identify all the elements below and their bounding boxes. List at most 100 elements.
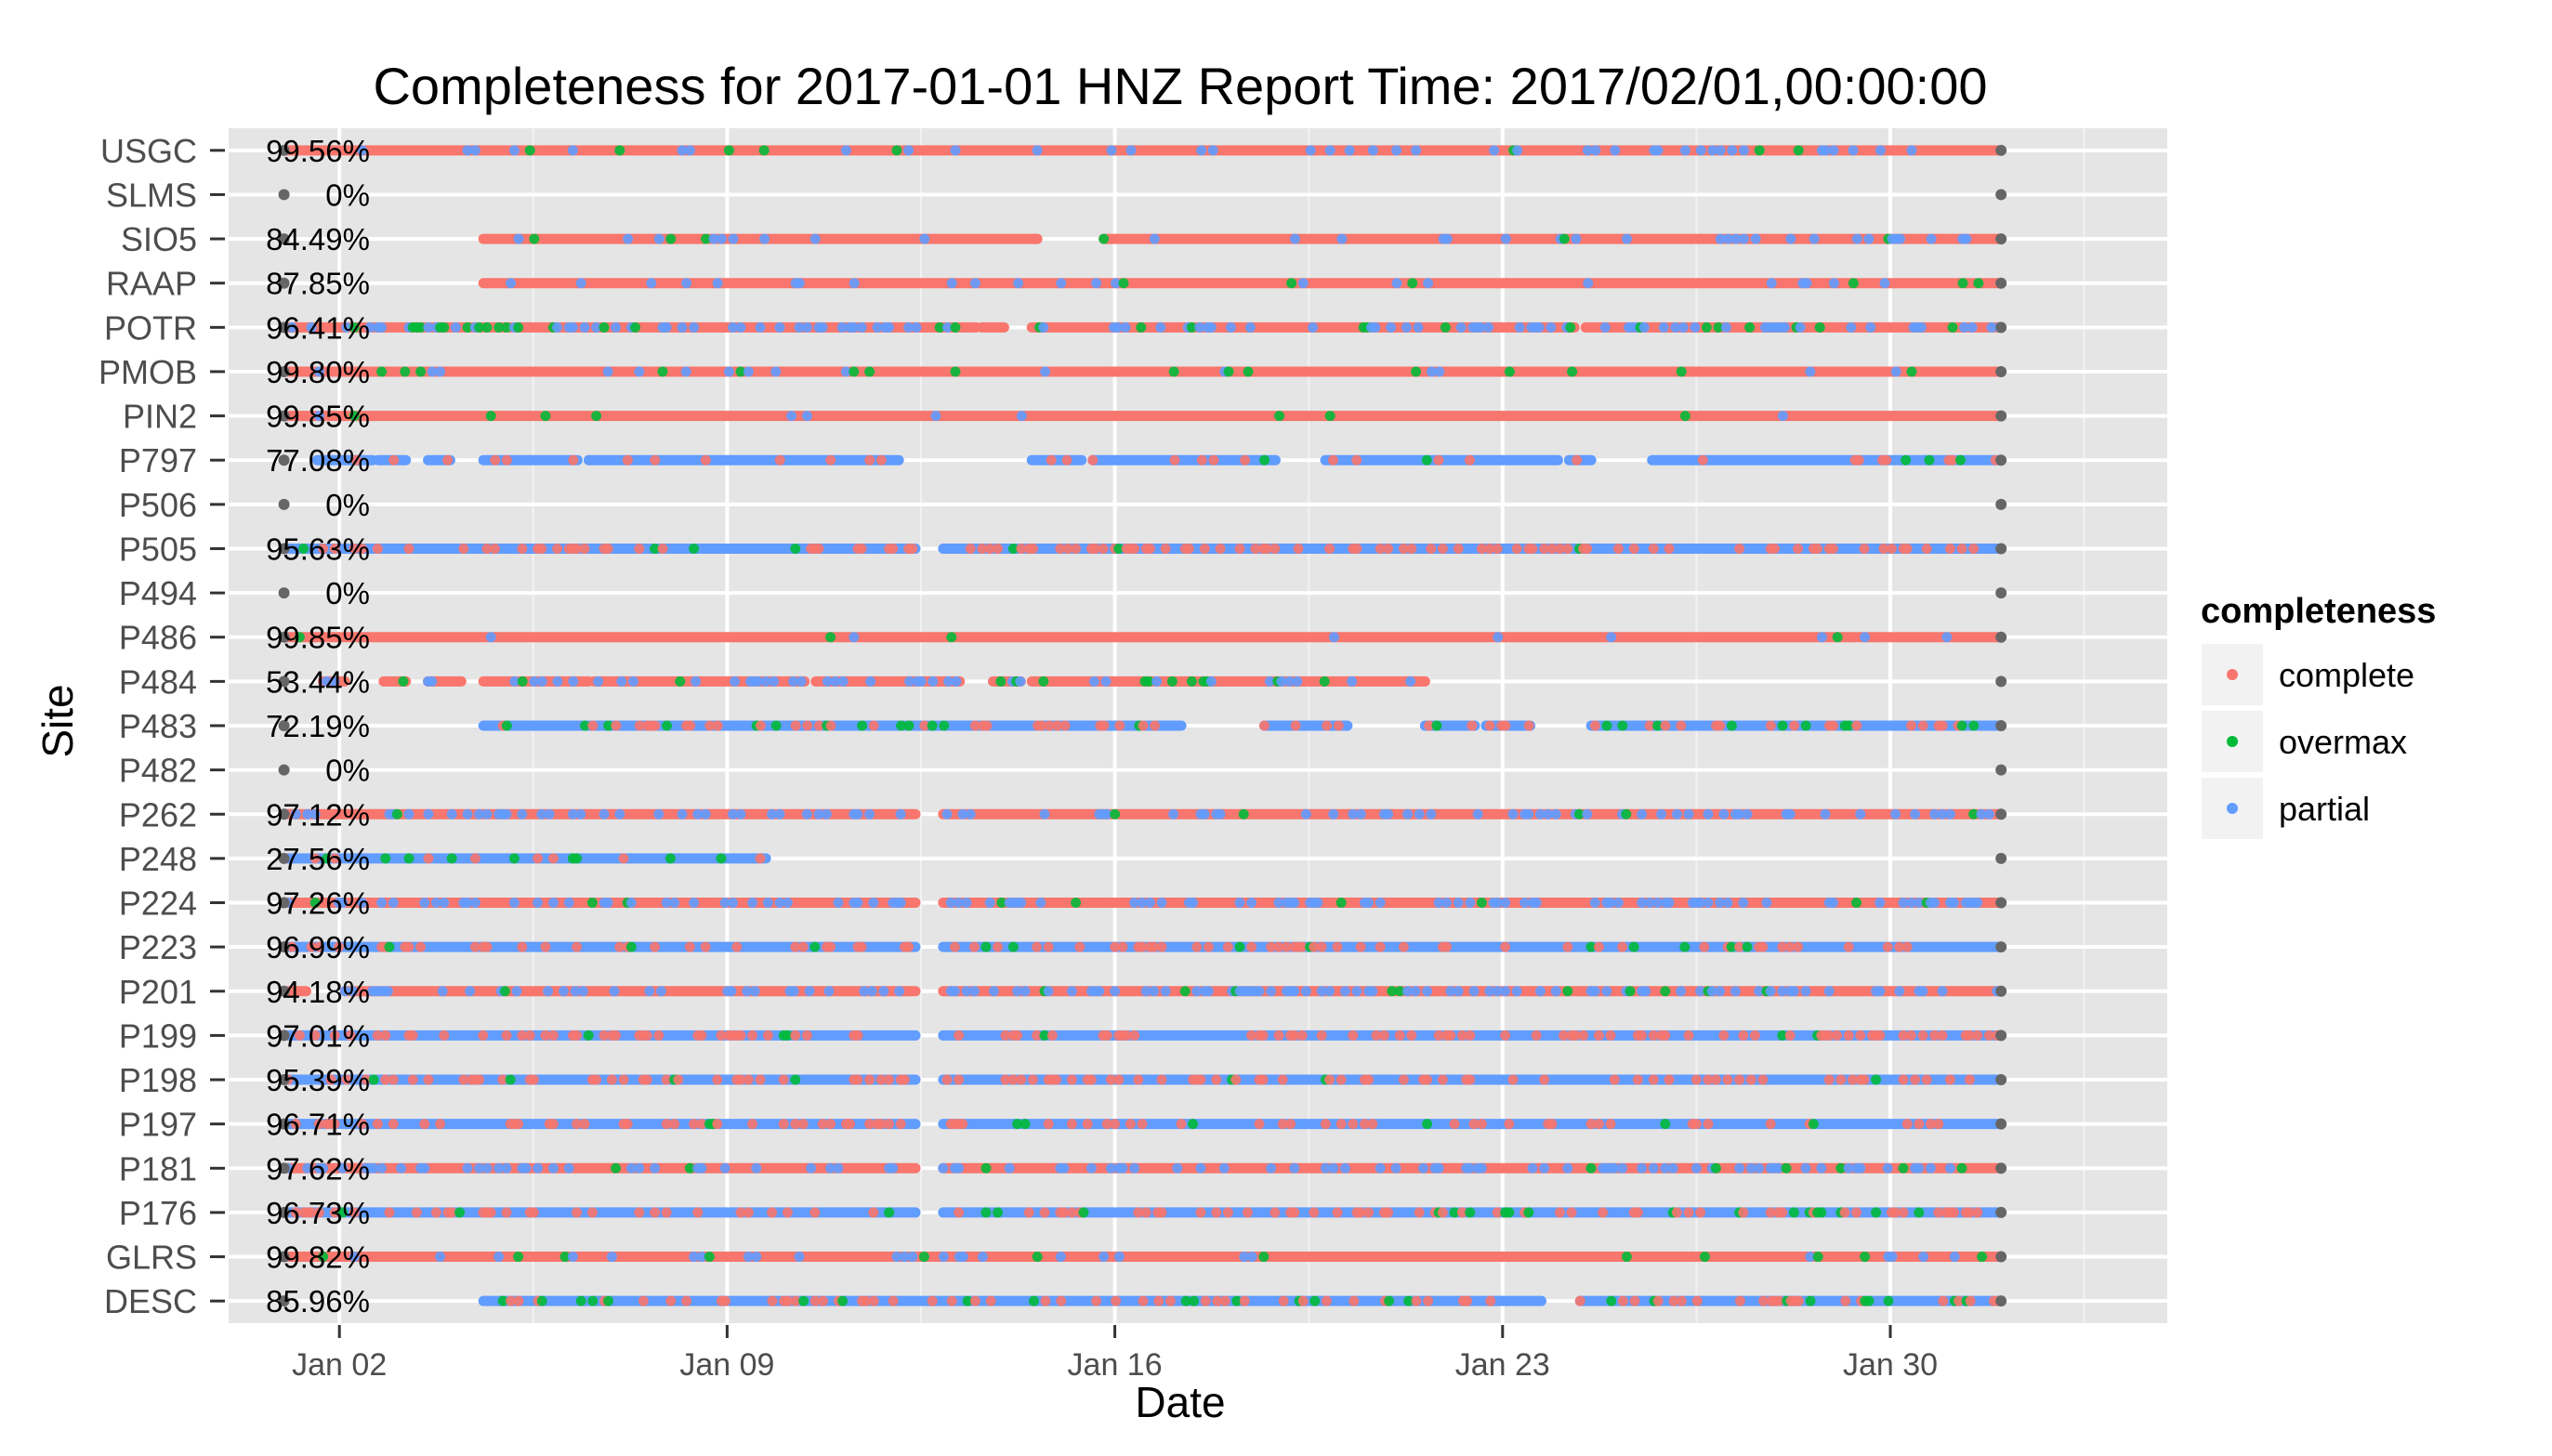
data-point xyxy=(1718,808,1730,820)
data-point xyxy=(813,543,824,554)
data-point xyxy=(1052,720,1063,731)
data-point xyxy=(1259,720,1269,731)
data-point xyxy=(884,321,895,333)
data-point xyxy=(801,321,812,333)
data-point xyxy=(954,1030,965,1041)
data-point xyxy=(778,1074,789,1085)
data-point xyxy=(1816,1207,1827,1218)
data-point xyxy=(1336,233,1348,244)
data-point xyxy=(1375,898,1386,909)
data-point xyxy=(728,808,739,820)
data-point xyxy=(611,1030,622,1041)
data-point xyxy=(1539,1162,1550,1174)
data-point xyxy=(1484,986,1495,997)
data-point xyxy=(1363,1207,1375,1218)
data-point xyxy=(946,632,957,643)
data-point xyxy=(462,321,473,333)
data-point xyxy=(1765,986,1776,997)
data-point xyxy=(1843,1030,1854,1041)
data-point xyxy=(856,321,867,333)
data-point xyxy=(1638,321,1650,333)
endpoint-marker xyxy=(278,189,290,201)
y-tick-label: SIO5 xyxy=(121,220,197,258)
data-point xyxy=(1640,986,1651,997)
data-point xyxy=(864,366,875,377)
data-point xyxy=(1878,543,1889,554)
data-point xyxy=(852,898,863,909)
data-point xyxy=(1944,543,1955,554)
data-point xyxy=(965,543,976,554)
data-point xyxy=(586,1207,598,1218)
data-point xyxy=(450,321,461,333)
data-point xyxy=(446,853,457,864)
data-point xyxy=(661,321,672,333)
site-percent-label: 96.99% xyxy=(266,930,370,964)
data-point xyxy=(1403,1295,1414,1306)
data-point xyxy=(481,543,493,554)
data-point xyxy=(329,1030,340,1041)
data-point xyxy=(1283,676,1295,687)
data-point xyxy=(1383,808,1394,820)
data-point xyxy=(1585,1162,1597,1174)
data-point xyxy=(1879,278,1890,289)
data-point xyxy=(968,986,980,997)
data-point xyxy=(1637,808,1648,820)
data-point xyxy=(1137,941,1148,952)
endpoint-marker xyxy=(1995,808,2007,820)
data-point xyxy=(1484,720,1495,731)
data-point xyxy=(1676,366,1687,377)
data-point xyxy=(1816,632,1827,643)
data-point xyxy=(1085,1074,1097,1085)
data-point xyxy=(618,853,629,864)
data-point xyxy=(1859,543,1870,554)
data-point xyxy=(680,366,691,377)
data-point xyxy=(1125,145,1137,156)
data-point xyxy=(1840,1295,1851,1306)
data-point xyxy=(1703,1074,1714,1085)
data-point xyxy=(731,941,743,952)
data-point xyxy=(742,986,753,997)
data-point xyxy=(735,808,746,820)
data-point xyxy=(1348,1030,1359,1041)
data-point xyxy=(1410,986,1421,997)
data-point xyxy=(1632,1207,1643,1218)
data-point xyxy=(1043,986,1054,997)
data-point xyxy=(313,941,324,952)
data-point xyxy=(1754,145,1765,156)
data-point xyxy=(1929,898,1940,909)
data-point xyxy=(743,1074,754,1085)
data-point xyxy=(1344,145,1355,156)
data-point xyxy=(481,941,493,952)
data-point xyxy=(1860,632,1871,643)
data-point xyxy=(1355,808,1366,820)
data-point xyxy=(1239,1252,1250,1263)
data-point xyxy=(1056,278,1067,289)
data-point xyxy=(579,321,590,333)
data-point xyxy=(1835,1162,1847,1174)
data-point xyxy=(1039,1207,1050,1218)
data-point xyxy=(995,676,1006,687)
data-point xyxy=(743,1252,754,1263)
data-point xyxy=(782,1207,793,1218)
data-point xyxy=(823,986,835,997)
data-point xyxy=(614,145,625,156)
data-point xyxy=(1359,1119,1370,1130)
data-point xyxy=(941,1074,953,1085)
data-point xyxy=(1917,1030,1928,1041)
data-point xyxy=(1328,1162,1339,1174)
data-point xyxy=(825,632,836,643)
data-point xyxy=(1300,986,1311,997)
data-point xyxy=(567,321,578,333)
data-point xyxy=(1098,720,1110,731)
data-point xyxy=(1250,543,1261,554)
data-point xyxy=(446,808,457,820)
data-point xyxy=(1734,1162,1745,1174)
data-point xyxy=(1371,1030,1382,1041)
site-series-p494: 0% xyxy=(278,576,2007,610)
data-point xyxy=(1628,543,1639,554)
data-point xyxy=(1098,1252,1110,1263)
data-point xyxy=(552,543,563,554)
endpoint-marker xyxy=(278,808,290,820)
data-point xyxy=(586,898,598,909)
data-point xyxy=(1219,1295,1230,1306)
